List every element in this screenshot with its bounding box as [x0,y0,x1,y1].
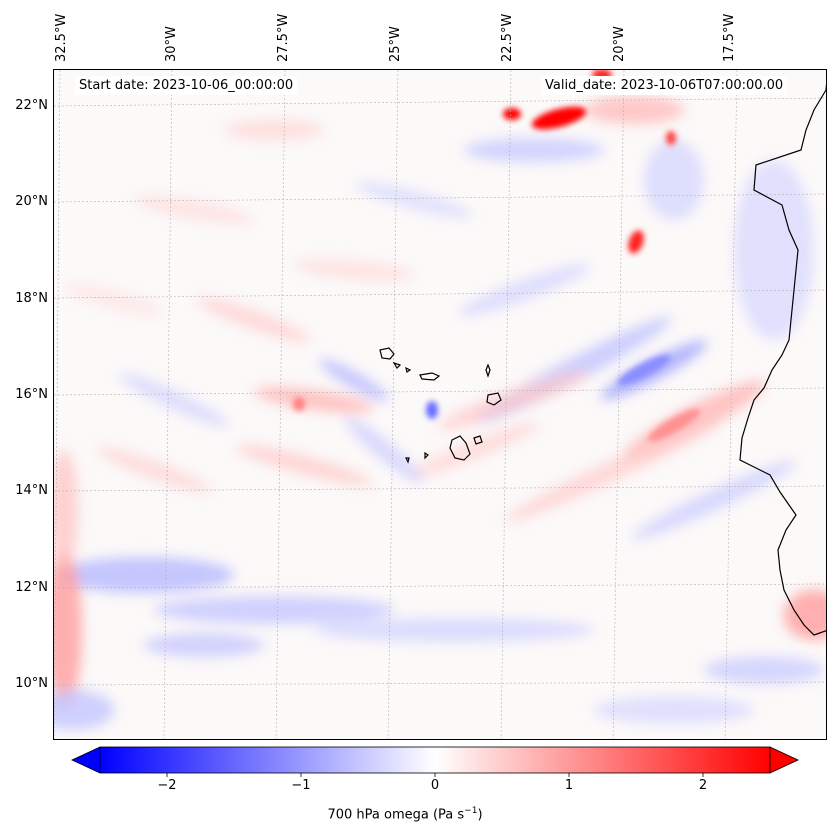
cb-tick-label: −1 [291,778,311,793]
colorbar-ticks [166,773,704,777]
cape-verde-islands [379,347,502,464]
lon-label-20w: 20°W [612,26,627,62]
colorbar-title-exponent: −1 [464,806,478,816]
cb-tick-label: 2 [698,778,708,793]
lat-label-22n: 22°N [15,98,48,113]
lat-label-16n: 16°N [15,387,48,402]
lon-label-17-5w: 17.5°W [722,13,737,62]
cb-tick-label: −2 [157,778,177,793]
lat-label-10n: 10°N [15,676,48,691]
lat-label-12n: 12°N [15,580,48,595]
omega-field-map [54,70,826,739]
cb-tick-label: 0 [430,778,440,793]
map-panel [53,69,827,740]
lon-label-27-5w: 27.5°W [276,13,291,62]
lat-label-18n: 18°N [15,291,48,306]
colorbar-title-suffix: ) [477,807,483,823]
lon-label-32-5w: 32.5°W [54,13,69,62]
colorbar-title: 700 hPa omega (Pa s−1) [0,806,810,822]
valid-date-label: Valid_date: 2023-10-06T07:00:00.00 [541,76,788,95]
omega-field-strong [293,70,701,442]
colorbar-extend-low [71,746,101,774]
colorbar [71,746,799,777]
colorbar-gradient [99,746,771,774]
africa-coastline [739,83,826,636]
lat-label-14n: 14°N [15,483,48,498]
colorbar-extend-high [769,746,799,774]
cb-tick-label: 1 [564,778,574,793]
graticule [54,70,826,739]
lat-label-20n: 20°N [15,194,48,209]
colorbar-title-text: 700 hPa omega (Pa s [327,807,465,823]
lon-label-25w: 25°W [388,26,403,62]
start-date-label: Start date: 2023-10-06_00:00:00 [75,76,298,95]
lon-label-30w: 30°W [164,26,179,62]
lon-label-22-5w: 22.5°W [500,13,515,62]
